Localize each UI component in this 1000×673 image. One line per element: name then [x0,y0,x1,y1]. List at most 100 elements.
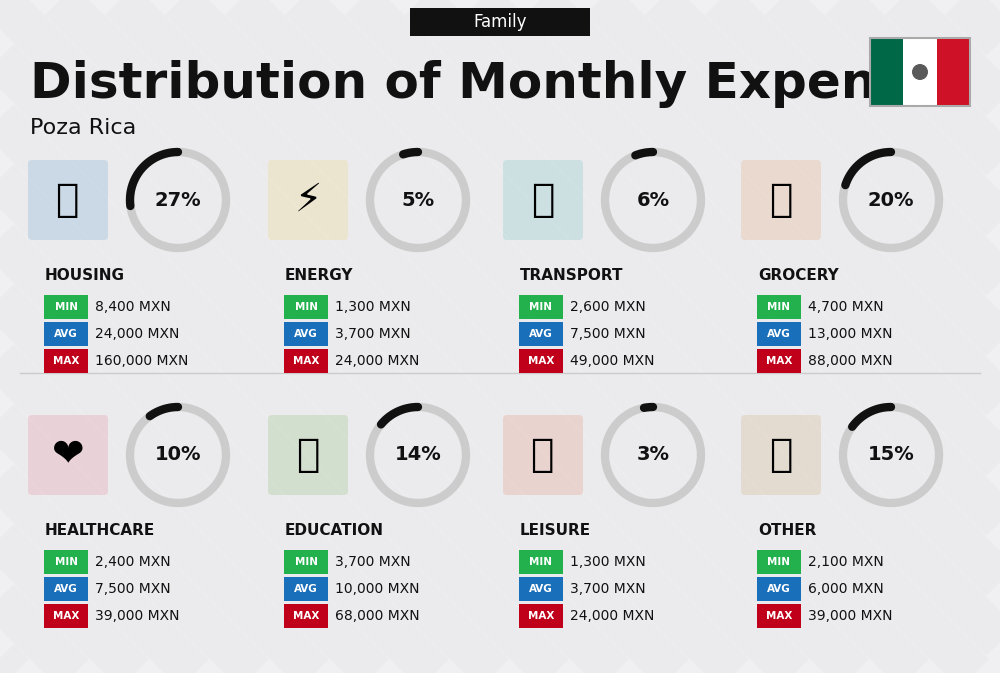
Text: 3,700 MXN: 3,700 MXN [570,582,646,596]
Text: 6%: 6% [636,190,670,209]
Text: 3%: 3% [637,446,670,464]
Text: AVG: AVG [767,584,791,594]
FancyBboxPatch shape [284,604,328,628]
Text: AVG: AVG [294,584,318,594]
FancyBboxPatch shape [268,415,348,495]
Text: 27%: 27% [155,190,201,209]
FancyBboxPatch shape [757,349,801,373]
Text: 8,400 MXN: 8,400 MXN [95,300,171,314]
Text: AVG: AVG [54,329,78,339]
Text: MAX: MAX [293,356,319,366]
FancyBboxPatch shape [503,415,583,495]
FancyBboxPatch shape [44,349,88,373]
Text: MIN: MIN [294,302,318,312]
FancyBboxPatch shape [741,415,821,495]
Text: 39,000 MXN: 39,000 MXN [808,609,893,623]
Text: 10,000 MXN: 10,000 MXN [335,582,420,596]
FancyBboxPatch shape [284,295,328,319]
Text: Family: Family [473,13,527,31]
Text: 3,700 MXN: 3,700 MXN [335,555,411,569]
FancyBboxPatch shape [757,604,801,628]
Text: ⚡: ⚡ [294,181,322,219]
FancyBboxPatch shape [519,295,563,319]
FancyBboxPatch shape [519,604,563,628]
Text: 5%: 5% [401,190,435,209]
Text: AVG: AVG [767,329,791,339]
FancyBboxPatch shape [28,415,108,495]
FancyBboxPatch shape [44,577,88,601]
FancyBboxPatch shape [44,604,88,628]
Text: 10%: 10% [155,446,201,464]
Text: HEALTHCARE: HEALTHCARE [45,523,155,538]
Text: 14%: 14% [395,446,441,464]
FancyBboxPatch shape [870,38,903,106]
Text: 160,000 MXN: 160,000 MXN [95,354,188,368]
Text: 🎓: 🎓 [296,436,320,474]
Text: LEISURE: LEISURE [520,523,591,538]
Text: 2,600 MXN: 2,600 MXN [570,300,646,314]
FancyBboxPatch shape [757,577,801,601]
Text: 3,700 MXN: 3,700 MXN [335,327,411,341]
Text: AVG: AVG [529,329,553,339]
FancyBboxPatch shape [757,295,801,319]
Text: 6,000 MXN: 6,000 MXN [808,582,884,596]
Text: Poza Rica: Poza Rica [30,118,136,138]
FancyBboxPatch shape [44,322,88,346]
FancyBboxPatch shape [284,322,328,346]
FancyBboxPatch shape [757,322,801,346]
Text: 💰: 💰 [769,436,793,474]
FancyBboxPatch shape [519,577,563,601]
Text: ENERGY: ENERGY [285,268,354,283]
Text: 24,000 MXN: 24,000 MXN [95,327,179,341]
FancyBboxPatch shape [519,550,563,574]
Text: MIN: MIN [294,557,318,567]
FancyBboxPatch shape [519,322,563,346]
Text: MAX: MAX [766,611,792,621]
Text: MIN: MIN [768,302,790,312]
Text: 13,000 MXN: 13,000 MXN [808,327,893,341]
Text: MAX: MAX [528,611,554,621]
Text: EDUCATION: EDUCATION [285,523,384,538]
FancyBboxPatch shape [284,349,328,373]
Text: MIN: MIN [768,557,790,567]
Text: 1,300 MXN: 1,300 MXN [570,555,646,569]
FancyBboxPatch shape [519,349,563,373]
Text: 24,000 MXN: 24,000 MXN [570,609,654,623]
Text: 68,000 MXN: 68,000 MXN [335,609,420,623]
Text: MAX: MAX [53,356,79,366]
FancyBboxPatch shape [937,38,970,106]
Text: MAX: MAX [53,611,79,621]
Text: 7,500 MXN: 7,500 MXN [570,327,646,341]
Text: 🏗️: 🏗️ [56,181,80,219]
Text: MIN: MIN [530,557,552,567]
Circle shape [912,64,928,80]
Text: MIN: MIN [54,557,78,567]
Text: 🛒: 🛒 [769,181,793,219]
FancyBboxPatch shape [28,160,108,240]
Text: AVG: AVG [294,329,318,339]
Text: 49,000 MXN: 49,000 MXN [570,354,654,368]
Text: 39,000 MXN: 39,000 MXN [95,609,180,623]
Text: 4,700 MXN: 4,700 MXN [808,300,884,314]
Text: TRANSPORT: TRANSPORT [520,268,624,283]
Text: MIN: MIN [54,302,78,312]
Text: 2,100 MXN: 2,100 MXN [808,555,884,569]
FancyBboxPatch shape [410,8,590,36]
Text: MAX: MAX [766,356,792,366]
Text: 2,400 MXN: 2,400 MXN [95,555,171,569]
FancyBboxPatch shape [284,550,328,574]
FancyBboxPatch shape [503,160,583,240]
FancyBboxPatch shape [44,295,88,319]
Text: MIN: MIN [530,302,552,312]
Text: Distribution of Monthly Expenses: Distribution of Monthly Expenses [30,60,970,108]
FancyBboxPatch shape [268,160,348,240]
Text: HOUSING: HOUSING [45,268,125,283]
FancyBboxPatch shape [903,38,937,106]
Text: 🛍️: 🛍️ [531,436,555,474]
Text: 7,500 MXN: 7,500 MXN [95,582,171,596]
Text: AVG: AVG [529,584,553,594]
Text: 1,300 MXN: 1,300 MXN [335,300,411,314]
Text: OTHER: OTHER [758,523,816,538]
Text: MAX: MAX [293,611,319,621]
Text: AVG: AVG [54,584,78,594]
